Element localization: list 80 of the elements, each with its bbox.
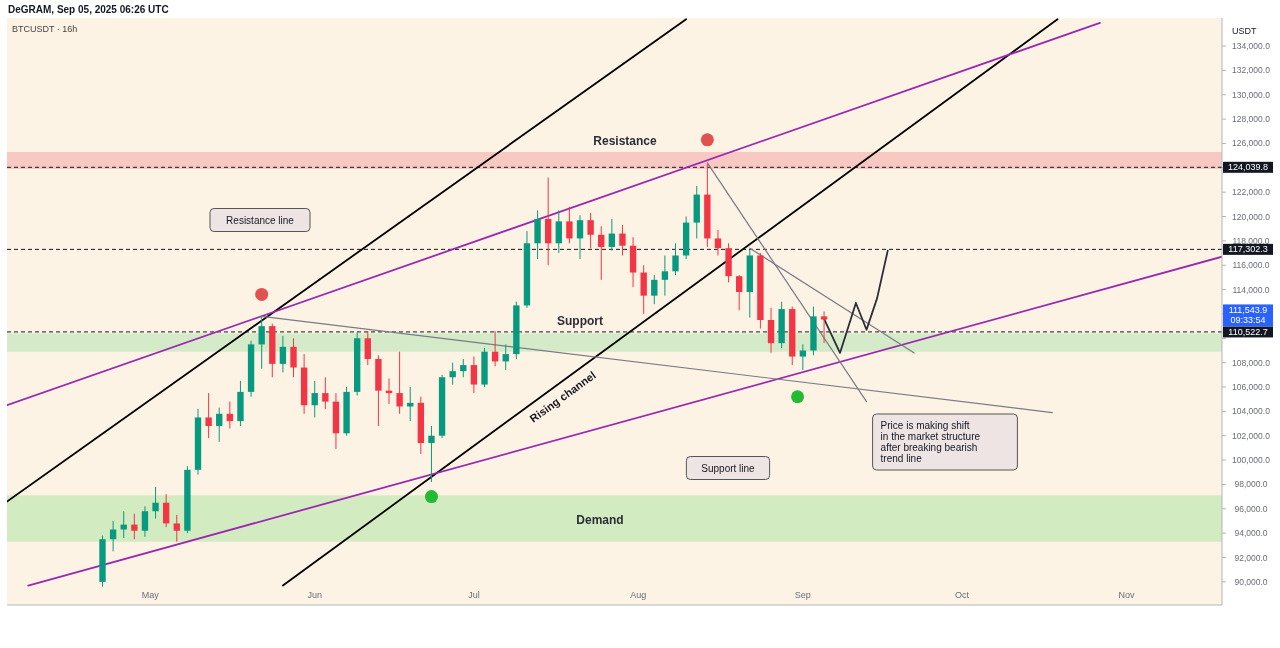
x-tick-label: Jun xyxy=(307,590,322,600)
y-tick-label: 132,000.0 xyxy=(1232,65,1271,76)
point xyxy=(700,133,714,147)
band-label: Resistance xyxy=(593,133,658,148)
candlestick xyxy=(290,337,297,378)
point xyxy=(791,390,805,404)
y-tick-label: 126,000.0 xyxy=(1232,138,1271,149)
candlestick xyxy=(587,212,594,249)
candlestick xyxy=(449,362,456,386)
candlestick xyxy=(396,351,403,415)
ref-line-label: 110,522.7 xyxy=(1228,326,1268,337)
candlestick xyxy=(141,505,149,538)
candlestick xyxy=(311,380,318,418)
candlestick xyxy=(555,209,562,254)
x-tick-label: Nov xyxy=(1118,590,1135,600)
y-tick-label: 94,000.0 xyxy=(1234,528,1268,539)
y-tick-label: 92,000.0 xyxy=(1234,552,1268,563)
candlestick xyxy=(428,425,435,483)
y-tick-label: 106,000.0 xyxy=(1232,382,1271,393)
candlestick xyxy=(152,486,159,520)
candlestick xyxy=(598,225,605,281)
ref-line-label: 124,039.8 xyxy=(1227,162,1269,173)
candlestick xyxy=(460,358,467,378)
candlestick xyxy=(364,330,371,366)
candlestick xyxy=(799,343,807,371)
candlestick xyxy=(640,264,647,315)
x-tick-label: Sep xyxy=(794,590,811,600)
x-tick-label: Oct xyxy=(955,590,970,600)
y-tick-label: 102,000.0 xyxy=(1232,430,1271,441)
candlestick xyxy=(162,493,170,528)
y-tick-label: 134,000.0 xyxy=(1232,41,1271,52)
candlestick xyxy=(216,407,223,443)
candlestick xyxy=(820,311,828,344)
candlestick xyxy=(258,315,265,370)
y-tick-label: 98,000.0 xyxy=(1234,479,1268,490)
x-tick-label: Aug xyxy=(630,590,647,600)
y-tick-label: 116,000.0 xyxy=(1232,260,1270,271)
candlestick xyxy=(566,206,573,244)
y-tick-label: 96,000.0 xyxy=(1234,503,1268,514)
y-tick-label: 118,000.0 xyxy=(1232,235,1270,246)
point xyxy=(255,287,269,301)
chart-subtitle: DeGRAM, Sep 05, 2025 06:26 UTC xyxy=(8,4,169,15)
annotation: Price is making shift in the market structure after breaking bearish trend line xyxy=(880,420,981,464)
text: BTCUSDT · 16h xyxy=(12,24,78,34)
text: 111,543.9 xyxy=(1228,305,1268,316)
y-tick-label: 100,000.0 xyxy=(1232,455,1271,466)
candlestick xyxy=(576,214,584,260)
x-tick-label: May xyxy=(141,590,160,600)
band-label: Support xyxy=(557,314,603,329)
candlestick xyxy=(767,307,775,354)
y-tick-label: 122,000.0 xyxy=(1232,187,1271,198)
point xyxy=(424,490,438,504)
candlestick xyxy=(109,520,117,552)
candlestick xyxy=(131,513,138,540)
y-tick-label: 120,000.0 xyxy=(1232,211,1271,222)
y-tick-label: 114,000.0 xyxy=(1232,284,1270,295)
candlestick xyxy=(470,356,478,394)
candlestick xyxy=(661,254,669,297)
band-label: Demand xyxy=(576,512,624,527)
candlestick xyxy=(672,242,679,276)
y-tick-label: 108,000.0 xyxy=(1232,357,1271,368)
y-tick-label: 128,000.0 xyxy=(1232,114,1271,125)
y-tick-label: 104,000.0 xyxy=(1232,406,1271,417)
candlestick xyxy=(279,335,287,373)
candlestick xyxy=(322,376,329,410)
candlestick xyxy=(619,224,626,256)
candlestick xyxy=(736,274,743,311)
ref-line-label: 117,302.3 xyxy=(1228,244,1268,255)
candlestick xyxy=(651,274,658,305)
text: 09:33:54 xyxy=(1230,315,1266,326)
y-tick-label: 90,000.0 xyxy=(1234,576,1268,587)
candlestick xyxy=(173,514,180,543)
x-tick-label: Jul xyxy=(468,590,480,600)
candlestick xyxy=(205,392,212,439)
candlestick xyxy=(714,229,722,256)
annotation: Resistance line xyxy=(226,214,295,226)
annotation: Support line xyxy=(701,462,756,474)
y-axis-title: USDT xyxy=(1232,26,1257,36)
y-tick-label: 130,000.0 xyxy=(1232,89,1271,100)
candlestick xyxy=(608,218,616,252)
